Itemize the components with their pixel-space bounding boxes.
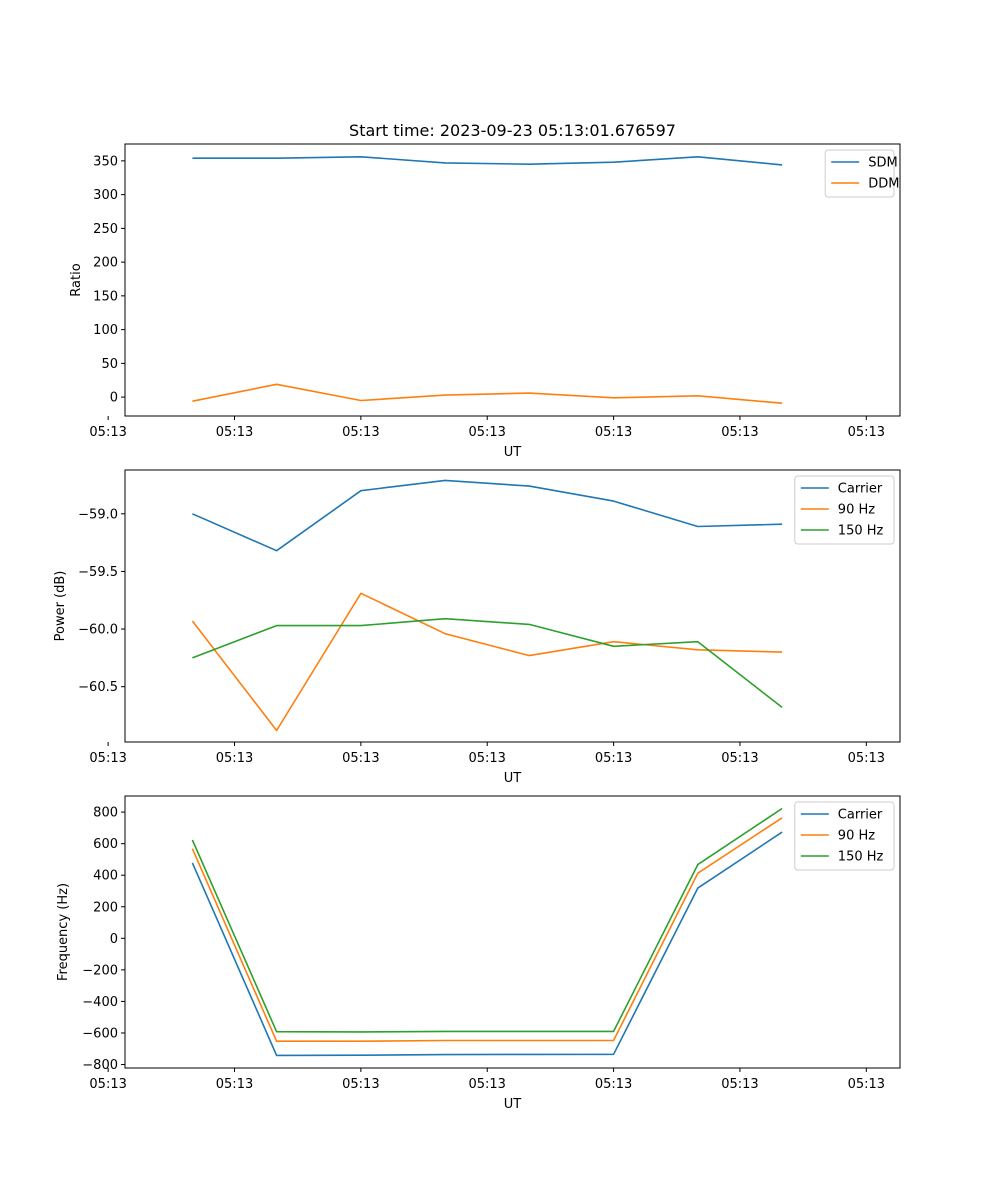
x-tick-label: 05:13 bbox=[89, 1077, 126, 1092]
legend-label: DDM bbox=[868, 177, 899, 192]
x-tick-label: 05:13 bbox=[216, 751, 253, 766]
series-line-90-hz bbox=[191, 592, 783, 732]
y-tick-label: −800 bbox=[82, 1058, 118, 1073]
y-tick-label: 200 bbox=[93, 256, 118, 271]
legend: Carrier 90 Hz 150 Hz bbox=[794, 475, 895, 545]
x-axis-label: UT bbox=[504, 445, 522, 460]
x-tick-label: 05:13 bbox=[342, 751, 379, 766]
y-tick-label: 250 bbox=[93, 222, 118, 237]
y-tick-label: 300 bbox=[93, 188, 118, 203]
legend-label: Carrier bbox=[838, 808, 883, 823]
y-tick-label: 100 bbox=[93, 323, 118, 338]
series-line-90-hz bbox=[191, 817, 783, 1042]
x-tick-label: 05:13 bbox=[595, 425, 632, 440]
y-tick-label: −200 bbox=[82, 963, 118, 978]
x-tick-label: 05:13 bbox=[848, 1077, 885, 1092]
y-tick-label: −60.0 bbox=[78, 623, 118, 638]
y-tick-label: 200 bbox=[93, 900, 118, 915]
frequency-chart: UT Frequency (Hz) 05:13 05:13 05:13 05:13 05… bbox=[56, 795, 901, 1112]
ratio-chart: Start time: 2023-09-23 05:13:01.676597 U… bbox=[69, 121, 901, 460]
x-tick-label: 05:13 bbox=[468, 425, 505, 440]
y-tick-label: −600 bbox=[82, 1026, 118, 1041]
y-axis-label: Ratio bbox=[69, 263, 84, 296]
y-tick-label: 400 bbox=[93, 869, 118, 884]
plot-frame bbox=[124, 795, 901, 1069]
legend-label: 90 Hz bbox=[838, 503, 875, 518]
series-layer bbox=[191, 807, 783, 1057]
x-tick-label: 05:13 bbox=[468, 1077, 505, 1092]
series-layer bbox=[192, 156, 783, 404]
y-axis-label: Frequency (Hz) bbox=[56, 883, 71, 981]
legend-box bbox=[794, 475, 895, 545]
x-tick-label: 05:13 bbox=[216, 425, 253, 440]
y-tick-label: 350 bbox=[93, 154, 118, 169]
x-tick-label: 05:13 bbox=[721, 1077, 758, 1092]
y-tick-label: 0 bbox=[110, 391, 118, 406]
legend-box bbox=[794, 801, 895, 871]
y-tick-label: 800 bbox=[93, 806, 118, 821]
series-line-carrier bbox=[192, 479, 783, 552]
legend-label: Carrier bbox=[838, 482, 883, 497]
plot-frame bbox=[124, 143, 901, 417]
series-line-carrier bbox=[191, 831, 783, 1057]
y-tick-label: −59.0 bbox=[78, 507, 118, 522]
x-tick-label: 05:13 bbox=[721, 425, 758, 440]
y-tick-label: −400 bbox=[82, 995, 118, 1010]
y-tick-label: 150 bbox=[93, 289, 118, 304]
x-tick-label: 05:13 bbox=[342, 425, 379, 440]
x-tick-label: 05:13 bbox=[89, 751, 126, 766]
y-tick-label: 50 bbox=[101, 357, 118, 372]
series-line-ddm bbox=[192, 383, 783, 404]
plot-frame bbox=[124, 469, 901, 743]
x-axis-label: UT bbox=[504, 1097, 522, 1112]
series-layer bbox=[191, 479, 783, 732]
x-tick-label: 05:13 bbox=[721, 751, 758, 766]
x-tick-label: 05:13 bbox=[848, 425, 885, 440]
x-axis-label: UT bbox=[504, 771, 522, 786]
legend-label: 150 Hz bbox=[838, 850, 884, 865]
ticks-layer: 05:13 05:13 05:13 05:13 05:13 05:13 05:13 0 50 10… bbox=[89, 154, 885, 440]
x-tick-label: 05:13 bbox=[595, 1077, 632, 1092]
chart-title: Start time: 2023-09-23 05:13:01.676597 bbox=[349, 121, 676, 140]
x-tick-label: 05:13 bbox=[89, 425, 126, 440]
legend: Carrier 90 Hz 150 Hz bbox=[794, 801, 895, 871]
x-tick-label: 05:13 bbox=[216, 1077, 253, 1092]
legend-label: 90 Hz bbox=[838, 829, 875, 844]
x-tick-label: 05:13 bbox=[848, 751, 885, 766]
legend: SDM DDM bbox=[824, 149, 899, 198]
x-tick-label: 05:13 bbox=[595, 751, 632, 766]
y-tick-label: −60.5 bbox=[78, 680, 118, 695]
series-line-150-hz bbox=[192, 617, 783, 709]
y-tick-label: 0 bbox=[110, 932, 118, 947]
x-tick-label: 05:13 bbox=[342, 1077, 379, 1092]
series-line-150-hz bbox=[191, 807, 783, 1033]
y-tick-label: −59.5 bbox=[78, 565, 118, 580]
power-chart: UT Power (dB) 05:13 05:13 05:13 05:13 05:13 0… bbox=[53, 469, 901, 786]
x-tick-label: 05:13 bbox=[468, 751, 505, 766]
ticks-layer: 05:13 05:13 05:13 05:13 05:13 05:13 05:13 −59.0… bbox=[78, 507, 885, 766]
series-line-sdm bbox=[192, 156, 783, 166]
legend-label: SDM bbox=[868, 156, 897, 171]
ticks-layer: 05:13 05:13 05:13 05:13 05:13 05:13 05:13 800 60… bbox=[82, 806, 885, 1092]
y-axis-label: Power (dB) bbox=[53, 571, 68, 642]
y-tick-label: 600 bbox=[93, 837, 118, 852]
legend-label: 150 Hz bbox=[838, 524, 884, 539]
